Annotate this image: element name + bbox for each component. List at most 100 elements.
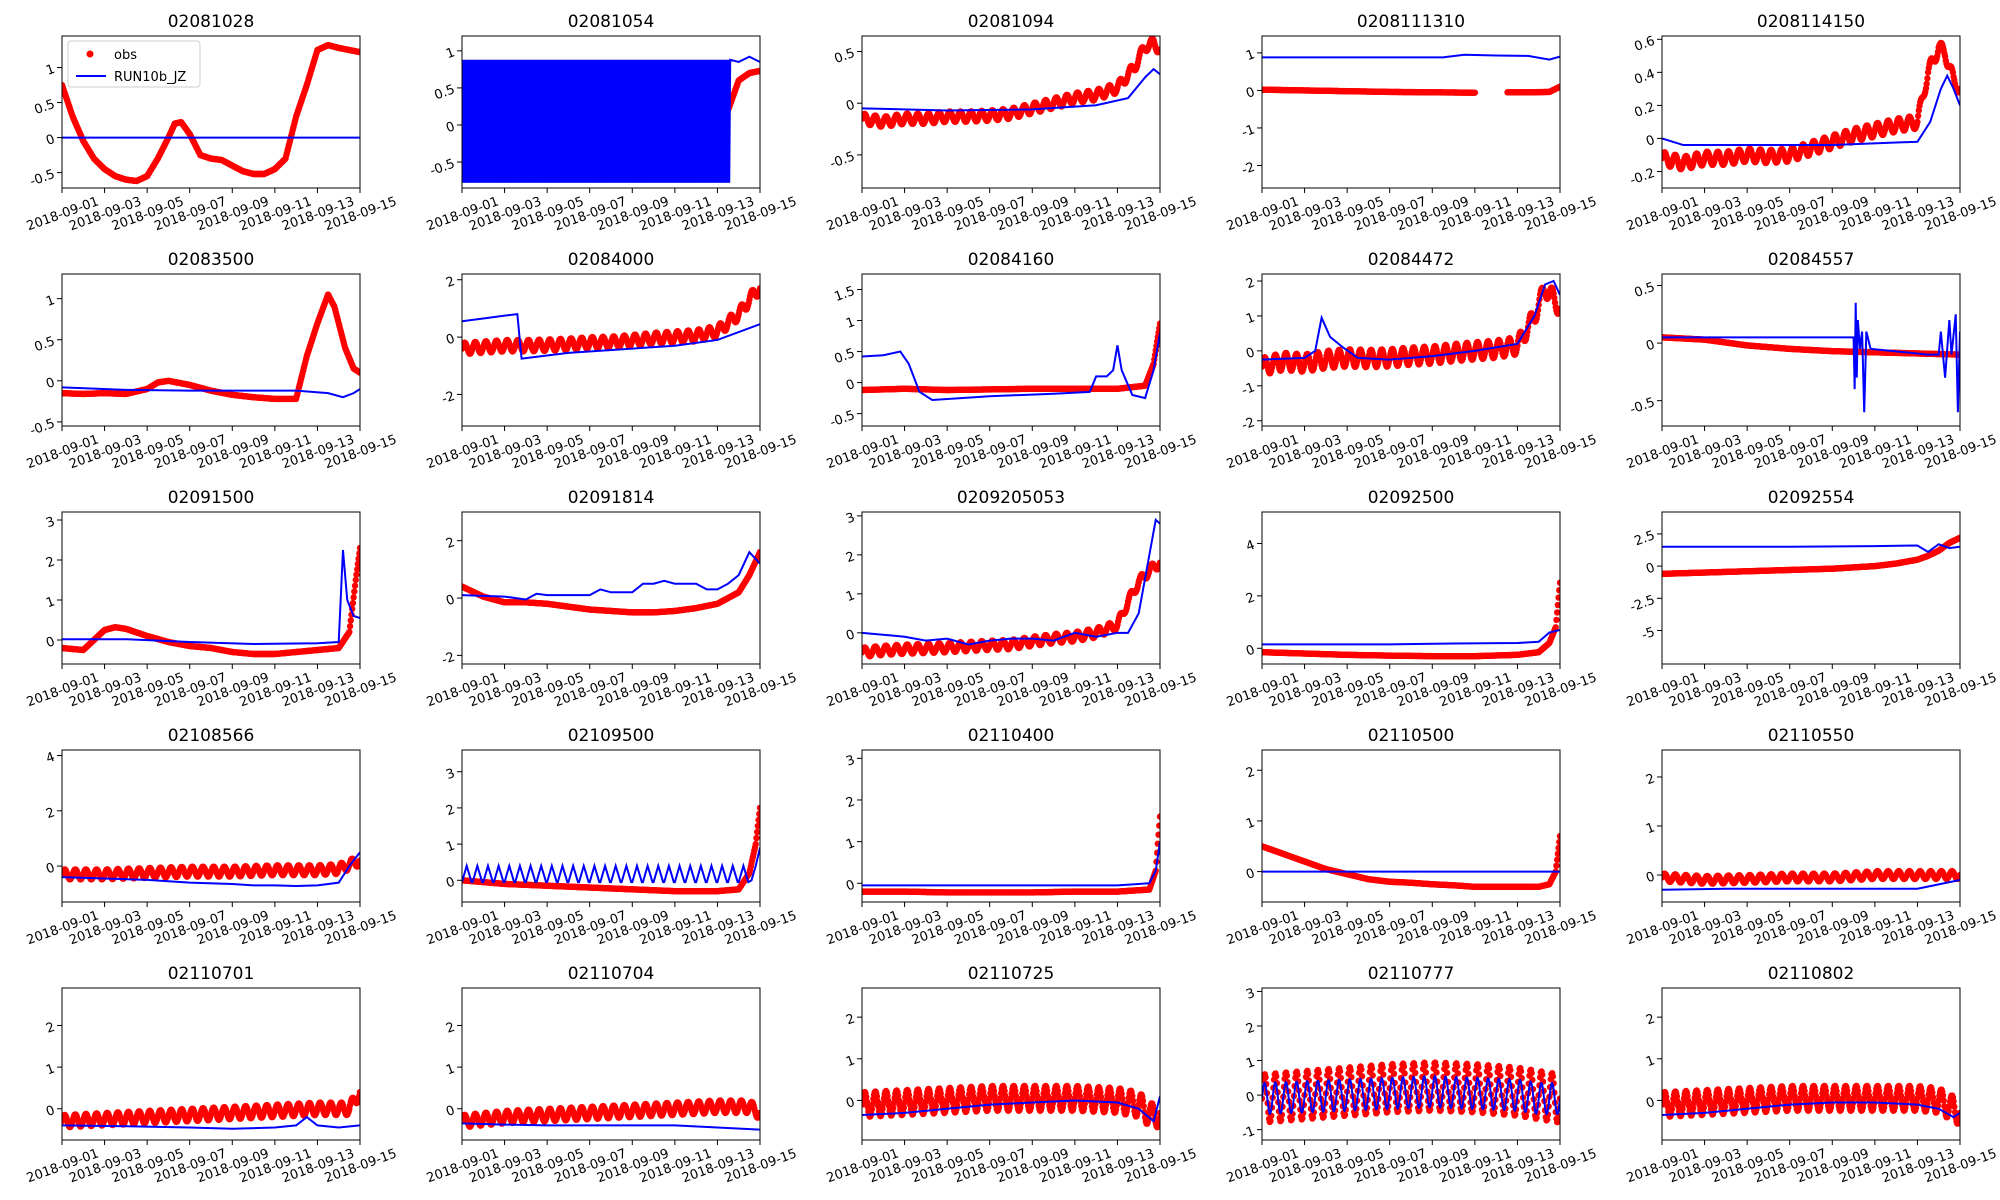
obs-point	[1156, 46, 1160, 53]
plot-area	[462, 548, 760, 616]
panel-title: 02081028	[168, 12, 255, 32]
panel-title: 02081094	[968, 12, 1055, 32]
plot-area	[462, 55, 760, 183]
plot-area	[862, 320, 1160, 401]
y-tick-label: 0.2	[1633, 100, 1658, 121]
run-line	[1662, 302, 1960, 413]
run-line	[1262, 53, 1560, 61]
obs-point	[356, 48, 360, 56]
obs-point	[356, 544, 360, 552]
y-tick-label: 0.5	[33, 97, 58, 118]
y-tick-label: 0.5	[1633, 280, 1658, 301]
y-tick-label: 0.4	[1633, 67, 1658, 88]
axes-frame	[861, 35, 1161, 189]
run-line	[462, 55, 760, 183]
obs-point	[347, 617, 354, 624]
y-tick-label: -2	[440, 389, 457, 408]
obs-point	[756, 67, 760, 75]
y-tick-label: 1.5	[833, 284, 858, 305]
panel-title: 0208111310	[1357, 12, 1465, 32]
obs-point	[349, 599, 357, 607]
run-line	[62, 549, 360, 646]
panel-title: 02091814	[568, 488, 655, 508]
y-tick-label: 0.5	[433, 82, 458, 103]
obs-point	[346, 623, 354, 630]
panel-title: 02081054	[568, 12, 655, 32]
panel-02084472: 02084472-2-10122018-09-012018-09-032018-…	[1225, 250, 1599, 472]
legend-run-label: RUN10b_JZ	[114, 70, 186, 85]
legend: obs RUN10b_JZ	[67, 40, 201, 88]
panel-title: 02083500	[168, 250, 255, 270]
obs-point	[1556, 83, 1560, 90]
obs-point	[1914, 118, 1921, 126]
axes-frame	[1661, 35, 1961, 189]
axes-frame	[61, 35, 361, 189]
y-tick-label: 0.5	[833, 346, 858, 367]
plot-area	[62, 41, 360, 185]
axes-frame	[861, 273, 1161, 427]
obs-point	[1923, 80, 1930, 88]
obs-point	[356, 550, 360, 557]
run-line	[862, 332, 1160, 401]
panel-02084557: 02084557-0.500.52018-09-012018-09-032018…	[1625, 250, 1999, 472]
axes-frame	[1261, 273, 1561, 427]
obs-point	[356, 369, 360, 376]
legend-obs-label: obs	[114, 48, 137, 63]
panel-title: 02084000	[568, 250, 655, 270]
plot-area	[1262, 279, 1560, 377]
panel-title: 02084472	[1368, 250, 1455, 270]
obs-point	[1914, 112, 1922, 120]
run-line	[62, 386, 360, 399]
obs-point	[352, 576, 359, 584]
plot-area	[1662, 302, 1960, 413]
run-line	[462, 313, 760, 360]
legend-obs-marker	[86, 50, 94, 58]
y-tick-label: 0.5	[33, 334, 58, 355]
obs-point	[354, 560, 360, 568]
panel-title: 02091500	[168, 488, 255, 508]
panel-title: 02084160	[968, 250, 1055, 270]
plot-area	[462, 285, 760, 360]
obs-point	[1556, 305, 1560, 313]
obs-point	[1922, 85, 1930, 92]
obs-point	[1471, 89, 1479, 96]
run-line	[1262, 279, 1560, 361]
obs-point	[351, 582, 359, 589]
plot-area	[1662, 39, 1960, 173]
obs-point	[756, 285, 760, 292]
obs-point	[355, 555, 360, 562]
axes-frame	[61, 511, 361, 665]
obs-point	[1915, 107, 1923, 114]
axes-frame	[1661, 273, 1961, 427]
axes-frame	[461, 35, 761, 189]
obs-point	[353, 566, 360, 573]
obs-point	[1551, 294, 1558, 302]
panel-title: 02084557	[1768, 250, 1855, 270]
y-tick-label: -2	[1240, 160, 1257, 179]
y-tick-label: -1	[1240, 380, 1257, 399]
y-tick-label: -1	[1240, 122, 1257, 141]
obs-point	[353, 571, 360, 578]
plot-area	[62, 544, 360, 658]
y-tick-label: 0.5	[833, 46, 858, 67]
panel-title: 0208114150	[1757, 12, 1865, 32]
obs-point	[346, 628, 353, 636]
obs-point	[351, 588, 358, 595]
axes-frame	[1261, 35, 1561, 189]
plot-area	[862, 36, 1160, 130]
y-tick-label: -2	[1240, 415, 1257, 434]
run-line	[862, 67, 1160, 112]
obs-point	[1956, 85, 1960, 93]
plot-area	[1262, 53, 1560, 96]
obs-point	[1156, 320, 1160, 327]
y-tick-label: 0.6	[1633, 34, 1658, 55]
obs-point	[350, 594, 357, 601]
axes-frame	[61, 273, 361, 427]
panel-02081028: 02081028-0.500.512018-09-012018-09-03201…	[25, 12, 399, 234]
axes-frame	[461, 273, 761, 427]
run-line	[1662, 73, 1960, 147]
plot-area	[62, 291, 360, 403]
obs-point	[1924, 75, 1931, 82]
